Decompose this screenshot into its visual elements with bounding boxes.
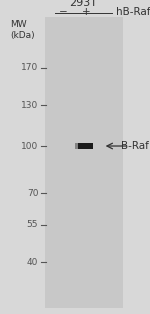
Text: 130: 130 bbox=[21, 101, 38, 110]
Text: 70: 70 bbox=[27, 189, 38, 198]
Bar bbox=[45, 17, 123, 308]
Text: 55: 55 bbox=[27, 220, 38, 229]
Text: 100: 100 bbox=[21, 142, 38, 150]
Text: 40: 40 bbox=[27, 258, 38, 267]
Bar bbox=[75, 143, 79, 149]
Text: +: + bbox=[82, 7, 91, 17]
Text: −: − bbox=[59, 7, 67, 17]
Text: B-Raf: B-Raf bbox=[121, 141, 148, 151]
Bar bbox=[78, 143, 93, 149]
Text: 170: 170 bbox=[21, 63, 38, 72]
Text: 293T: 293T bbox=[69, 0, 97, 8]
Text: MW
(kDa): MW (kDa) bbox=[11, 20, 35, 40]
Text: hB-Raf: hB-Raf bbox=[116, 7, 150, 17]
